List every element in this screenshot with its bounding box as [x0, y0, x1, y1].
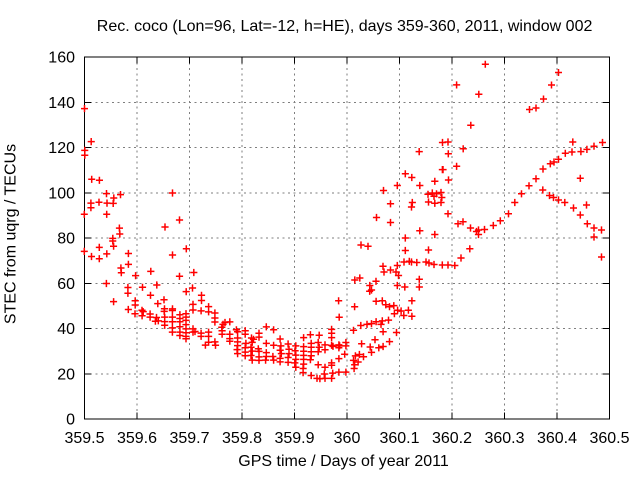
svg-text:20: 20 — [57, 366, 75, 383]
svg-text:0: 0 — [66, 412, 75, 429]
svg-text:120: 120 — [48, 140, 75, 157]
svg-text:359.6: 359.6 — [117, 430, 157, 447]
svg-text:360.3: 360.3 — [484, 430, 524, 447]
svg-text:60: 60 — [57, 276, 75, 293]
svg-text:360: 360 — [334, 430, 361, 447]
svg-text:Rec. coco (Lon=96, Lat=-12, h=: Rec. coco (Lon=96, Lat=-12, h=HE), days … — [97, 18, 593, 35]
svg-text:359.8: 359.8 — [222, 430, 262, 447]
svg-text:359.9: 359.9 — [274, 430, 314, 447]
svg-text:359.5: 359.5 — [64, 430, 104, 447]
svg-text:360.5: 360.5 — [589, 430, 629, 447]
svg-text:360.1: 360.1 — [379, 430, 419, 447]
svg-text:359.7: 359.7 — [169, 430, 209, 447]
svg-text:100: 100 — [48, 185, 75, 202]
svg-text:360.2: 360.2 — [432, 430, 472, 447]
svg-text:GPS time / Days of year 2011: GPS time / Days of year 2011 — [238, 453, 449, 470]
svg-text:140: 140 — [48, 95, 75, 112]
svg-text:80: 80 — [57, 231, 75, 248]
svg-text:40: 40 — [57, 321, 75, 338]
svg-text:160: 160 — [48, 50, 75, 67]
svg-text:STEC from uqrg / TECUs: STEC from uqrg / TECUs — [3, 144, 20, 324]
svg-text:360.4: 360.4 — [537, 430, 577, 447]
